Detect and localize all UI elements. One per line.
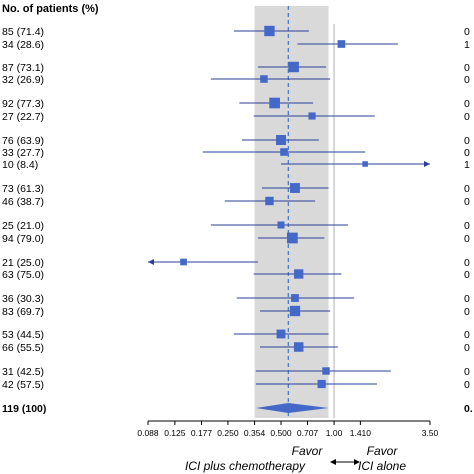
row-value-right: 0 — [464, 257, 470, 269]
row-value-right: 0 — [464, 379, 470, 391]
row-value-right: 0 — [464, 62, 470, 74]
hr-marker — [276, 135, 286, 145]
row-value-right: 0 — [464, 111, 470, 123]
rows-layer: 85 (71.4) 0 34 (28.6) 1 87 (73.1) 0 32 (26.9) 0… — [2, 25, 473, 415]
hr-marker — [294, 269, 304, 279]
x-tick-label: 0.125 — [164, 428, 186, 438]
row-label: 87 (73.1) — [2, 62, 44, 74]
row-value-right: 0 — [464, 74, 470, 86]
row-label: 34 (28.6) — [2, 39, 44, 51]
reference-lines-layer — [287, 6, 335, 418]
row-value-right: 0 — [464, 329, 470, 341]
hr-marker — [293, 342, 304, 352]
row-value-right: 0 — [464, 233, 470, 245]
row-label: 73 (61.3) — [2, 183, 44, 195]
row-value-right: 0 — [464, 26, 470, 38]
row-label: 53 (44.5) — [2, 329, 44, 341]
overall-diamond — [255, 403, 329, 413]
row-label: 46 (38.7) — [2, 196, 44, 208]
hr-marker — [280, 148, 288, 156]
x-tick-label: 0.250 — [217, 428, 239, 438]
ci-arrow-left — [148, 259, 154, 265]
row-label: 27 (22.7) — [2, 111, 44, 123]
x-tick-label: 0.707 — [297, 428, 319, 438]
hr-marker — [337, 40, 346, 48]
favor-arrow-left — [330, 459, 336, 465]
hr-marker — [277, 221, 285, 229]
x-tick-label: 0.354 — [244, 428, 266, 438]
favor-right-line1: Favor — [367, 444, 399, 458]
hr-marker — [290, 183, 300, 193]
shaded-band-layer — [254, 6, 329, 418]
overall-value-right: 0. — [464, 403, 473, 415]
row-value-right: 0 — [464, 196, 470, 208]
row-label: 10 (8.4) — [2, 159, 38, 171]
hr-marker — [265, 196, 274, 206]
row-label: 32 (26.9) — [2, 74, 44, 86]
hr-marker — [362, 161, 368, 167]
row-value-right: 0 — [464, 98, 470, 110]
row-value-right: 0 — [464, 269, 470, 281]
row-label: 85 (71.4) — [2, 26, 44, 38]
shaded-band — [254, 6, 329, 418]
favor-left-line1: Favor — [292, 444, 324, 458]
ci-arrow-right — [424, 161, 430, 167]
row-value-right: 0 — [464, 147, 470, 159]
row-value-right: 0 — [464, 135, 470, 147]
favor-left-line2: ICI plus chemotherapy — [185, 459, 306, 473]
row-label: 33 (27.7) — [2, 147, 44, 159]
row-label: 21 (25.0) — [2, 257, 44, 269]
row-value-right: 1 — [464, 159, 470, 171]
row-label: 25 (21.0) — [2, 220, 44, 232]
hr-marker — [180, 258, 187, 266]
hr-marker — [322, 367, 330, 375]
row-label: 94 (79.0) — [2, 233, 44, 245]
favor-right-line2: ICI alone — [358, 459, 406, 473]
row-label: 42 (57.5) — [2, 379, 44, 391]
row-value-right: 1 — [464, 39, 470, 51]
hr-marker — [291, 294, 299, 302]
hr-marker — [308, 112, 316, 120]
row-label: 66 (55.5) — [2, 342, 44, 354]
hr-marker — [264, 25, 275, 37]
x-tick-label: 0.177 — [191, 428, 213, 438]
x-tick-label: 1.00 — [326, 428, 343, 438]
row-value-right: 0 — [464, 183, 470, 195]
row-label: 63 (75.0) — [2, 269, 44, 281]
x-tick-label: 1.410 — [350, 428, 372, 438]
hr-marker — [276, 329, 286, 339]
row-value-right: 0 — [464, 306, 470, 318]
row-value-right: 0 — [464, 342, 470, 354]
hr-marker — [269, 97, 280, 109]
hr-marker — [317, 379, 326, 389]
x-tick-label: 3.50 — [422, 428, 439, 438]
row-label: 83 (69.7) — [2, 306, 44, 318]
row-value-right: 0 — [464, 366, 470, 378]
x-axis: 0.088 0.125 0.177 0.250 0.354 0.500 0.707 1.00 1… — [137, 420, 439, 438]
row-label: 36 (30.3) — [2, 293, 44, 305]
x-tick-label: 0.500 — [270, 428, 292, 438]
hr-marker — [286, 232, 298, 244]
overall-label: 119 (100) — [2, 403, 46, 415]
hr-marker — [288, 61, 299, 73]
x-tick-label: 0.088 — [137, 428, 159, 438]
row-label: 92 (77.3) — [2, 98, 44, 110]
hr-marker — [289, 305, 301, 317]
favor-arrow-right — [354, 459, 360, 465]
row-value-right: 0 — [464, 220, 470, 232]
row-label: 76 (63.9) — [2, 135, 44, 147]
hr-marker — [260, 75, 268, 83]
row-label: 31 (42.5) — [2, 366, 44, 378]
row-value-right: 0 — [464, 293, 470, 305]
column-header: No. of patients (%) — [2, 3, 99, 15]
